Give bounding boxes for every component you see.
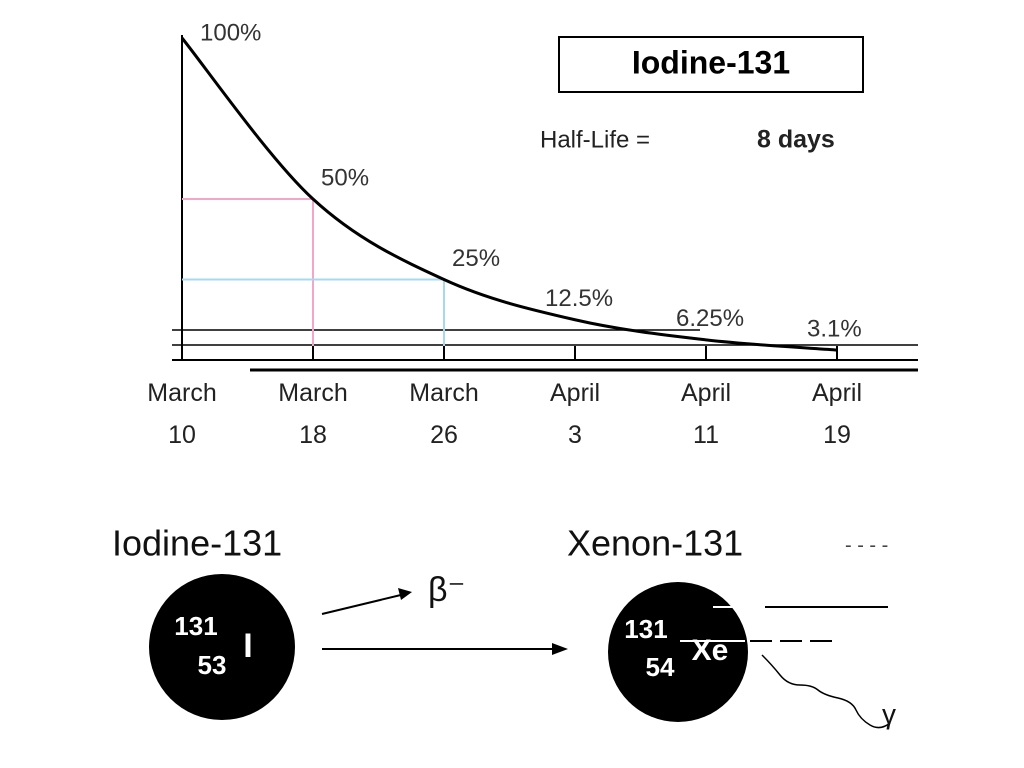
parent-name: Iodine-131 [112,523,282,564]
parent-symbol: I [243,627,252,665]
x-tick-label: April 19 [811,379,862,449]
parent-nucleus [149,574,295,720]
chart-title: Iodine-131 [632,44,790,80]
gamma-wave [761,654,891,729]
data-label: 100% [200,19,261,46]
half-life-label: Half-Life = [540,126,650,153]
arrow-head [552,643,568,655]
x-tick-label: March 26 [409,379,479,449]
decay-curve [180,37,838,352]
dots: - - - - [845,534,888,556]
daughter-atomic: 54 [646,652,675,682]
beta-label: β⁻ [428,571,466,609]
parent-atomic: 53 [198,650,227,680]
x-tick-label: April 11 [680,379,731,449]
beta-arrow [321,593,406,615]
daughter-mass: 131 [624,614,667,644]
half-life-value: 8 days [757,126,835,154]
gamma-label: γ [882,698,896,729]
data-label: 12.5% [545,285,613,312]
data-label: 6.25% [676,305,744,332]
data-label: 25% [452,245,500,272]
daughter-symbol: Xe [692,634,729,667]
x-tick-label: April 3 [549,379,600,449]
daughter-name: Xenon-131 [567,523,743,564]
data-label: 3.1% [807,315,862,342]
plot: 100% 50% 25% 12.5% 6.25% 3.1% [180,19,862,360]
title-box [558,36,864,93]
daughter-nucleus [608,582,748,722]
arrow-head [398,588,412,600]
data-label: 50% [321,164,369,191]
x-tick-label: March 18 [278,379,348,449]
parent-mass: 131 [174,611,217,641]
x-tick-label: March 10 [147,379,217,449]
